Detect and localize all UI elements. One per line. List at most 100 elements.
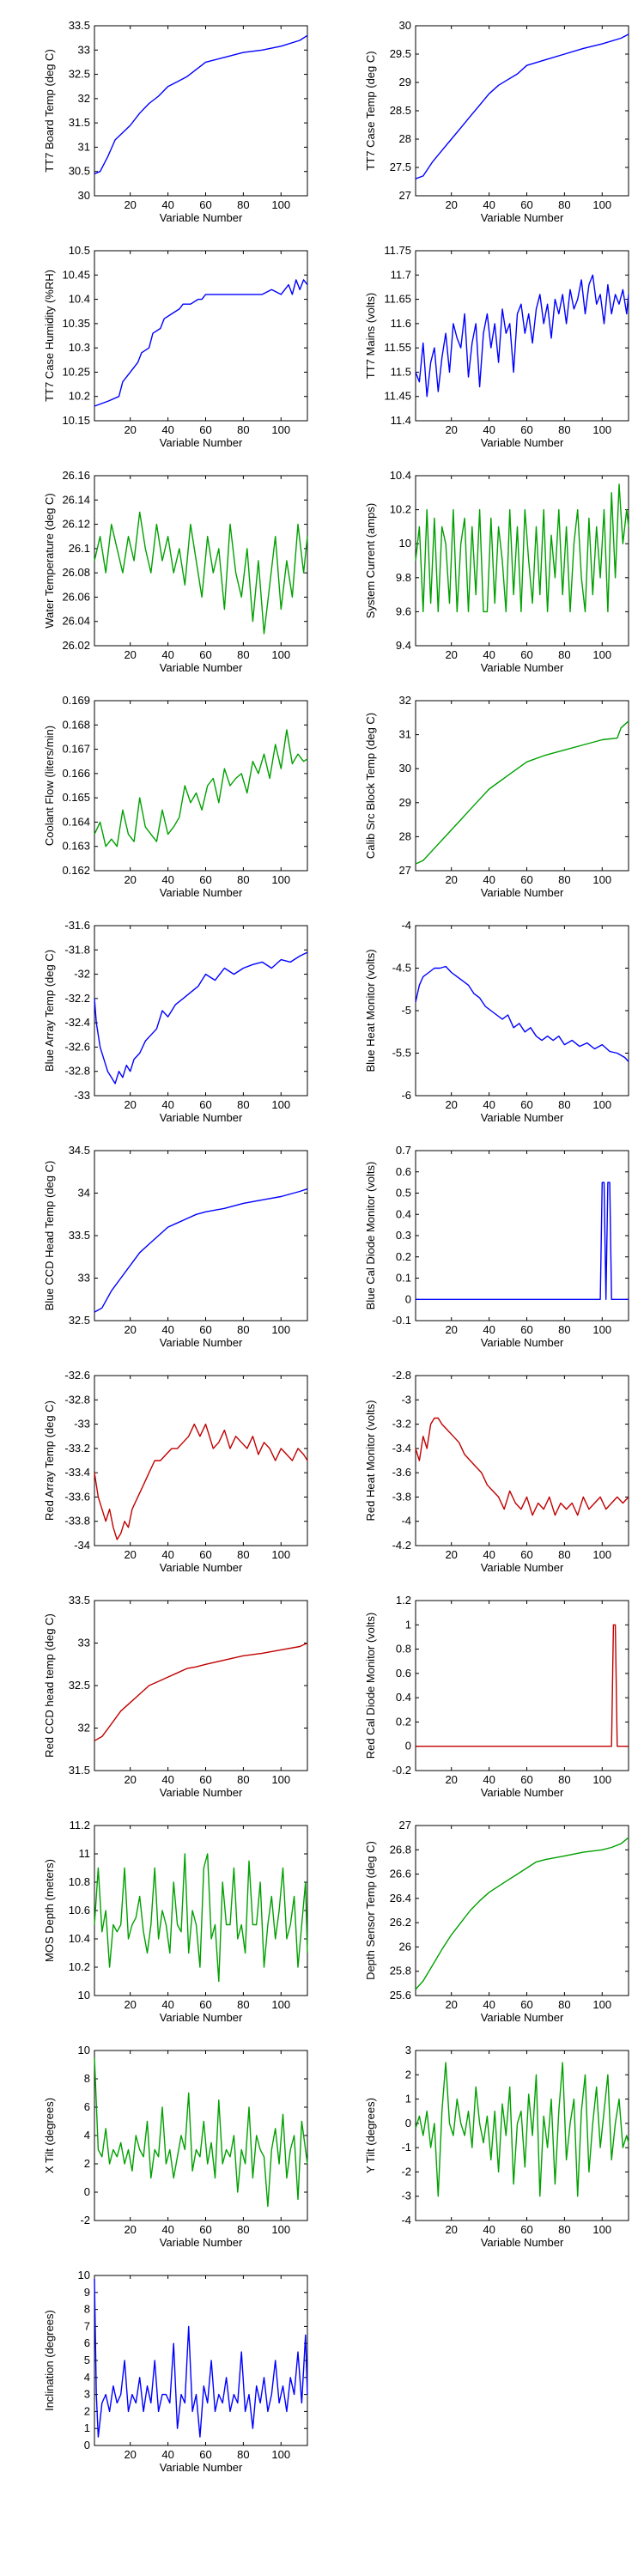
x-tick-label: 100 <box>592 1548 611 1561</box>
x-tick-label: 80 <box>237 648 249 661</box>
y-tick-label: -32.6 <box>64 1040 90 1053</box>
y-tick-label: -6 <box>401 1089 411 1102</box>
x-tick-label: 100 <box>592 648 611 661</box>
y-tick-label: 1 <box>405 1618 411 1631</box>
chart-panel-14: 20 40 60 80 100 Variable Number -4.2 -4 -3.8 -3.6… <box>364 1369 629 1574</box>
y-tick-label: 10.5 <box>69 244 90 257</box>
y-tick-label: 10 <box>78 1989 90 2002</box>
plot-frame <box>94 1600 308 1771</box>
x-tick-label: 80 <box>237 2223 249 2236</box>
x-tick-label: 40 <box>161 648 173 661</box>
x-tick-label: 60 <box>520 198 532 211</box>
y-tick-label: 0.168 <box>62 718 90 731</box>
y-tick-label: 0.166 <box>62 767 90 780</box>
plot-frame <box>415 1825 629 1996</box>
y-tick-label: -3.8 <box>392 1490 411 1503</box>
x-axis-label: Variable Number <box>160 2461 243 2474</box>
y-tick-label: 30.5 <box>69 165 90 178</box>
y-axis-label: MOS Depth (meters) <box>43 1859 56 1962</box>
y-tick-label: 0 <box>84 2439 90 2451</box>
y-tick-label: -2 <box>80 2214 90 2227</box>
y-tick-label: 2 <box>84 2404 90 2417</box>
series-line <box>415 2062 629 2197</box>
y-axis-label: Blue Cal Diode Monitor (volts) <box>364 1162 377 1310</box>
x-tick-label: 80 <box>237 1323 249 1336</box>
plot-frame <box>94 2050 308 2221</box>
y-tick-label: -32.2 <box>64 992 90 1005</box>
y-axis-label: Inclination (degrees) <box>43 2310 56 2411</box>
y-tick-label: 11.65 <box>384 293 411 306</box>
y-tick-label: 0.164 <box>62 815 90 828</box>
x-tick-label: 100 <box>592 2223 611 2236</box>
y-tick-label: -3 <box>401 1393 411 1406</box>
x-tick-label: 80 <box>237 198 249 211</box>
chart-panel-11: 20 40 60 80 100 Variable Number 32.5 33 33.5 34 34… <box>43 1144 308 1349</box>
x-tick-label: 40 <box>483 648 495 661</box>
x-tick-label: 20 <box>445 1098 457 1111</box>
x-tick-label: 100 <box>271 1773 290 1786</box>
y-tick-label: 10 <box>78 2044 90 2057</box>
x-tick-label: 40 <box>161 198 173 211</box>
x-tick-label: 20 <box>124 198 136 211</box>
chart-panel-18: 20 40 60 80 100 Variable Number 25.6 25.8 26 26.2… <box>364 1819 629 2024</box>
y-tick-label: 1 <box>405 2093 411 2105</box>
y-tick-label: 11.2 <box>70 1819 90 1832</box>
y-tick-label: 0 <box>405 1740 411 1753</box>
x-tick-label: 100 <box>271 198 290 211</box>
y-tick-label: 34 <box>78 1187 90 1200</box>
y-tick-label: -34 <box>74 1539 90 1552</box>
x-tick-label: 100 <box>592 1323 611 1336</box>
y-tick-label: 0 <box>84 2185 90 2198</box>
y-tick-label: 28.5 <box>390 104 411 117</box>
x-tick-label: 100 <box>271 1998 290 2011</box>
series-line <box>94 2278 308 2438</box>
y-tick-label: 5 <box>84 2354 90 2366</box>
x-tick-label: 60 <box>199 423 211 436</box>
plot-frame <box>415 1600 629 1771</box>
y-tick-label: -33.8 <box>64 1515 90 1528</box>
plot-frame <box>415 250 629 422</box>
x-axis-label: Variable Number <box>481 211 564 224</box>
y-tick-label: 0.8 <box>396 1643 411 1656</box>
y-tick-label: 0 <box>405 2117 411 2129</box>
y-tick-label: 10.3 <box>69 341 90 354</box>
y-tick-label: -31.6 <box>64 919 90 932</box>
series-line <box>415 33 629 179</box>
y-tick-label: 27 <box>399 864 411 877</box>
y-tick-label: 10.4 <box>390 469 411 482</box>
x-axis-label: Variable Number <box>481 2236 564 2249</box>
series-line <box>415 274 629 398</box>
x-tick-label: 80 <box>558 1548 570 1561</box>
y-tick-label: 32 <box>399 694 411 707</box>
x-axis-label: Variable Number <box>481 1111 564 1124</box>
x-axis-label: Variable Number <box>160 1786 243 1799</box>
y-tick-label: 32.5 <box>69 68 90 81</box>
x-tick-label: 100 <box>271 423 290 436</box>
x-tick-label: 20 <box>445 1323 457 1336</box>
x-axis-label: Variable Number <box>160 1111 243 1124</box>
x-axis-label: Variable Number <box>160 661 243 674</box>
y-axis-label: X Tilt (degrees) <box>43 2098 56 2173</box>
y-tick-label: 4 <box>84 2129 90 2142</box>
y-tick-label: 25.6 <box>390 1989 411 2002</box>
y-tick-label: 34.5 <box>69 1144 90 1157</box>
y-tick-label: 1.2 <box>396 1594 411 1607</box>
x-tick-label: 60 <box>199 1098 211 1111</box>
y-tick-label: 11.7 <box>391 268 411 281</box>
series-line <box>94 1853 308 1983</box>
y-tick-label: 9.4 <box>396 639 411 652</box>
y-tick-label: 27.5 <box>390 161 411 173</box>
y-tick-label: 26.6 <box>390 1868 411 1880</box>
plot-frame <box>415 700 629 872</box>
y-tick-label: 33 <box>78 1272 90 1285</box>
y-tick-label: 11.4 <box>391 414 411 427</box>
y-tick-label: 11.45 <box>384 390 411 403</box>
chart-panel-4: 20 40 60 80 100 Variable Number 11.4 11.45 11.5 1… <box>364 244 629 449</box>
y-tick-label: -1 <box>401 2141 411 2154</box>
y-tick-label: -2.8 <box>392 1369 411 1382</box>
x-tick-label: 100 <box>592 1998 611 2011</box>
x-tick-label: 20 <box>445 423 457 436</box>
x-tick-label: 20 <box>445 198 457 211</box>
y-axis-label: Water Temperature (deg C) <box>43 493 56 629</box>
